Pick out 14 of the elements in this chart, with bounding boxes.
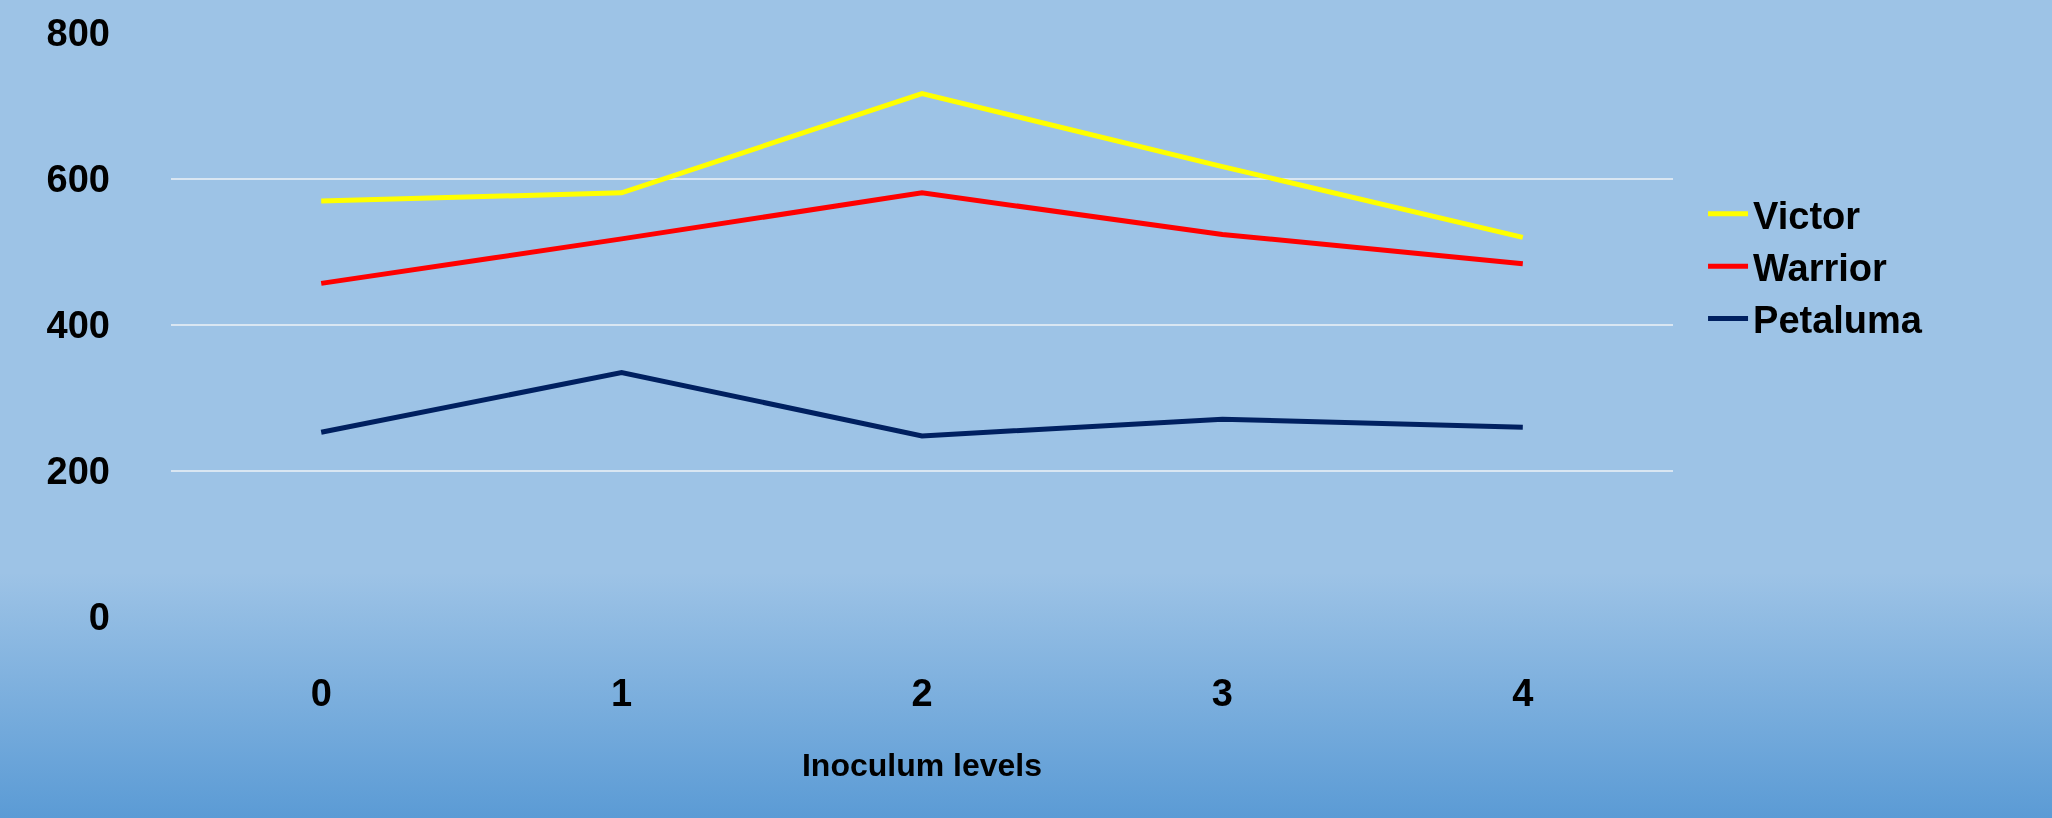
x-tick-label: 3 — [1211, 672, 1233, 714]
y-tick-label: 800 — [46, 12, 110, 55]
x-axis-title: Inoculum levels — [801, 746, 1043, 783]
y-tick-label: 0 — [88, 596, 110, 639]
legend-label: Warrior — [1753, 247, 1887, 290]
x-tick-label: 4 — [1512, 672, 1534, 714]
y-tick-label: 600 — [46, 158, 110, 201]
x-tick-label: 0 — [310, 672, 332, 714]
legend-label: Petaluma — [1753, 299, 1923, 342]
x-tick-label: 2 — [911, 672, 933, 714]
y-tick-label: 200 — [46, 450, 110, 493]
y-tick-label: 400 — [46, 304, 110, 347]
x-tick-label: 1 — [611, 672, 633, 714]
legend-label: Victor — [1753, 194, 1861, 237]
